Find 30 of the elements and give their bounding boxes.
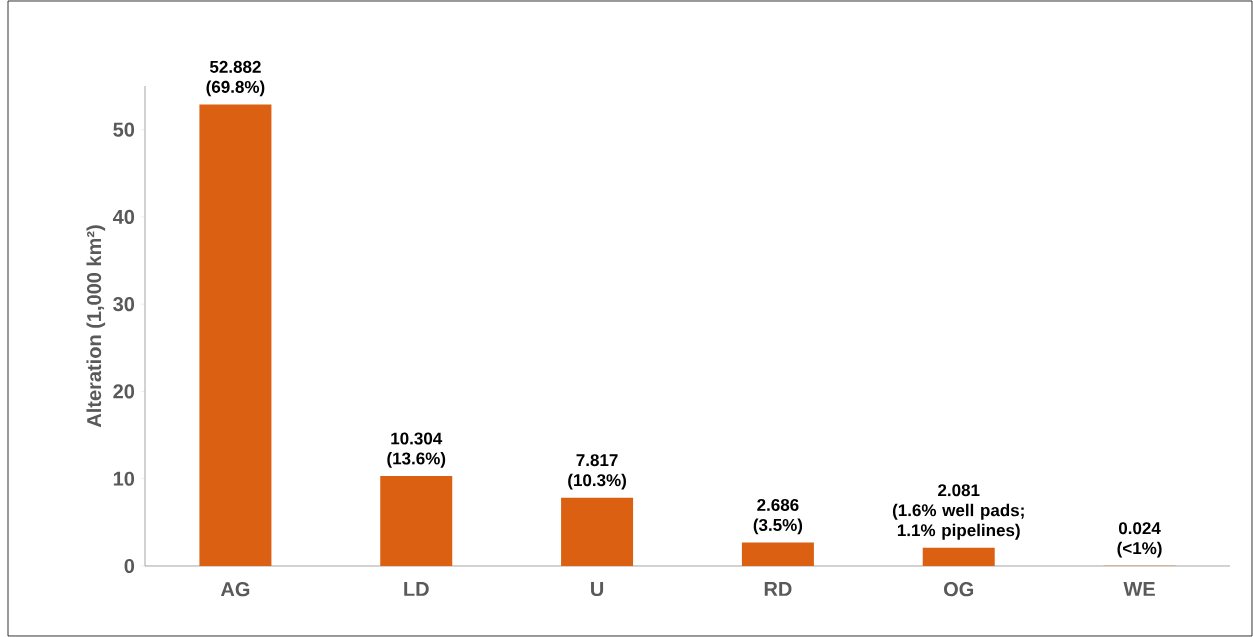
x-tick-label: WE bbox=[1123, 582, 1155, 596]
x-tick-label: OG bbox=[944, 582, 974, 597]
bar bbox=[741, 542, 814, 566]
bar bbox=[380, 476, 453, 566]
y-tick-label: 30 bbox=[113, 297, 135, 312]
annotation: (<1%) bbox=[1117, 541, 1162, 558]
bar bbox=[199, 104, 272, 566]
annotation: (10.3%) bbox=[568, 473, 626, 490]
data-label: 0.024 bbox=[1118, 522, 1161, 535]
x-tick-label: AG bbox=[220, 582, 250, 597]
data-label: 7.817 bbox=[576, 454, 618, 467]
x-tick-label: RD bbox=[764, 582, 792, 596]
annotation: (1.6% well pads; 1.1% pipelines) bbox=[892, 503, 1024, 540]
data-label: 2.686 bbox=[757, 498, 799, 511]
y-tick-label: 40 bbox=[112, 209, 135, 224]
data-label: 2.081 bbox=[938, 484, 980, 497]
y-tick-label: 50 bbox=[113, 122, 135, 137]
data-label: 52.882 bbox=[209, 60, 261, 73]
y-tick-label: 10 bbox=[113, 471, 135, 486]
x-tick-label: U bbox=[591, 582, 604, 597]
annotation: (3.5%) bbox=[753, 518, 803, 535]
y-axis-title: Alteration (1,000 km²) bbox=[86, 225, 106, 428]
data-label: 10.304 bbox=[391, 432, 443, 445]
y-tick-label: 20 bbox=[113, 384, 135, 399]
annotation: (69.8%) bbox=[206, 80, 265, 97]
bar bbox=[922, 547, 995, 566]
bar bbox=[561, 497, 634, 566]
x-tick-label: LD bbox=[404, 582, 429, 596]
annotation: (13.6%) bbox=[387, 452, 446, 468]
y-tick-label: 0 bbox=[124, 558, 135, 574]
